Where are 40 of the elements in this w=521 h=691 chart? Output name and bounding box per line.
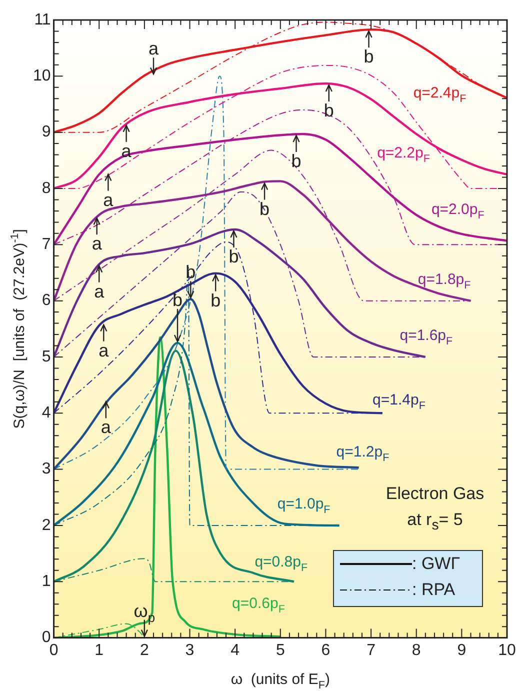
y-tick-label: 1 (42, 573, 51, 590)
annotation: a (98, 340, 110, 360)
annotation: b (210, 290, 221, 310)
annotation: Electron Gas (384, 484, 486, 504)
annotation: b (228, 246, 239, 266)
annotation: at r$_{s}$= 5 (406, 510, 464, 536)
x-tick-label: 1 (94, 642, 104, 659)
x-tick-label: 8 (412, 642, 421, 659)
x-tick-label: 10 (498, 642, 516, 659)
annotation: b (324, 100, 334, 120)
y-tick-label: 8 (42, 180, 51, 197)
annotation: b (172, 290, 183, 310)
y-tick-label: 2 (42, 516, 51, 534)
y-tick-label: 6 (42, 292, 51, 310)
y-tick-label: 11 (34, 11, 51, 28)
y-tick-label: 4 (42, 404, 51, 422)
annotation: a (100, 417, 112, 438)
x-tick-label: 7 (366, 642, 376, 659)
y-axis-title: S(q,ω)/N [units of (27.2eV)-1] (9, 229, 28, 429)
annotation: a (148, 38, 160, 59)
annotation: b (260, 198, 270, 219)
annotation: b (364, 46, 374, 67)
x-tick-label: 5 (276, 642, 285, 659)
y-tick-label: 5 (42, 348, 51, 366)
annotation: b (291, 151, 302, 172)
y-tick-label: 9 (42, 124, 51, 141)
annotation: a (94, 281, 106, 302)
annotation: a (92, 234, 103, 254)
annotation: : GWΓ (412, 553, 460, 575)
annotation: a (103, 190, 114, 210)
y-tick-label: 7 (42, 236, 51, 254)
y-tick-label: 10 (33, 68, 51, 85)
y-tick-label: 0 (42, 629, 51, 646)
x-tick-label: 6 (321, 642, 330, 659)
x-tick-label: 2 (140, 642, 149, 659)
x-tick-label: 9 (457, 642, 466, 659)
x-tick-label: 4 (230, 642, 240, 659)
annotation: : RPA (412, 579, 456, 601)
x-tick-label: 3 (185, 642, 194, 659)
y-tick-label: 3 (42, 460, 51, 478)
